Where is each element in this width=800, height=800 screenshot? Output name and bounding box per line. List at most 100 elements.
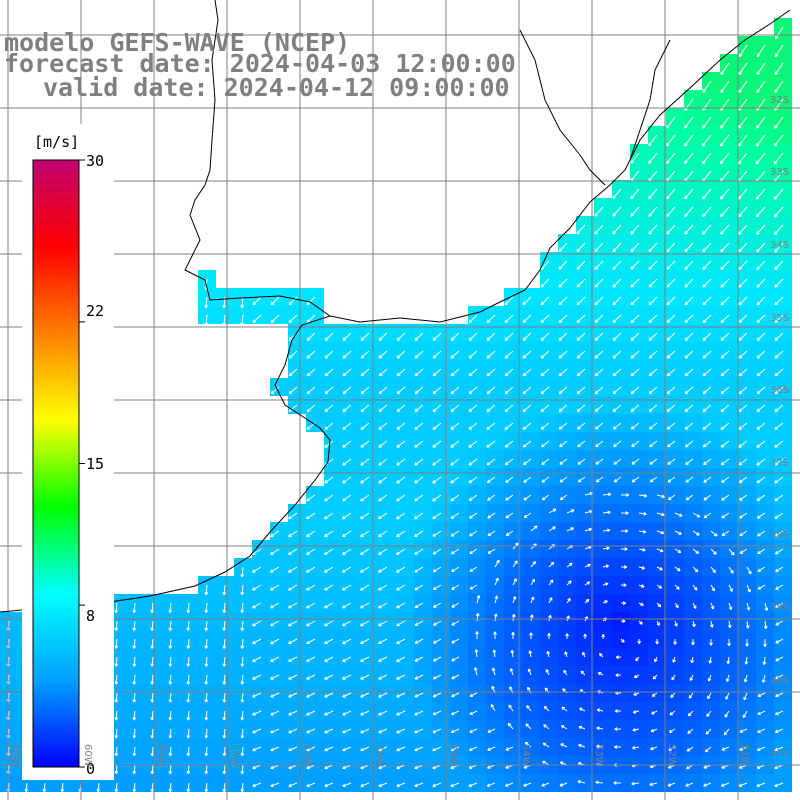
wind-arrow [205, 584, 208, 595]
wind-arrow [414, 584, 424, 591]
wind-arrow [342, 710, 352, 716]
wind-arrow [630, 152, 640, 164]
wind-arrow-head [756, 783, 760, 787]
wind-arrow [757, 512, 766, 519]
wind-arrow [187, 764, 190, 774]
wind-arrow [602, 547, 610, 550]
wind-arrow [576, 368, 586, 377]
wind-arrow [396, 368, 406, 377]
wind-arrow-head [270, 747, 273, 751]
wind-arrow-head [648, 284, 651, 288]
wind-arrow-head [288, 729, 291, 733]
wind-arrow-head [558, 355, 561, 359]
wind-arrow [450, 332, 460, 341]
wind-arrow [270, 692, 280, 698]
wind-arrow-head [450, 533, 454, 537]
wind-arrow [756, 188, 766, 200]
wind-arrow [720, 350, 730, 359]
wind-arrow [746, 602, 750, 611]
wind-arrow [666, 206, 676, 217]
wind-arrow-head [469, 586, 473, 590]
wind-arrow [270, 728, 280, 734]
wind-arrow-head [709, 624, 713, 628]
wind-arrow [433, 638, 442, 644]
wind-arrow [504, 332, 514, 341]
wind-arrow-head [360, 712, 363, 716]
wind-arrow-head [738, 461, 741, 466]
wind-arrow [450, 386, 460, 394]
wind-arrow-head [702, 266, 705, 270]
wind-arrow [396, 350, 406, 359]
wind-arrow [487, 512, 496, 519]
wind-arrow-head [270, 712, 273, 716]
wind-arrow [469, 566, 478, 572]
lon-label: 55W [447, 744, 458, 767]
wind-arrow-head [324, 551, 327, 555]
wind-arrow-head [774, 533, 778, 537]
wind-arrow [360, 584, 370, 591]
wind-arrow [702, 224, 712, 235]
wind-arrow-head [42, 788, 45, 792]
wind-arrow [205, 296, 208, 308]
wind-arrow-head [505, 747, 509, 751]
wind-arrow [487, 746, 496, 751]
wind-arrow-head [594, 266, 597, 270]
wind-arrow-head [755, 196, 758, 200]
lat-label: 37S [770, 458, 790, 469]
wind-arrow-head [504, 301, 507, 305]
wind-arrow [451, 584, 460, 590]
wind-arrow [775, 656, 784, 662]
wind-arrow-head [378, 622, 381, 626]
wind-arrow [223, 656, 226, 667]
wind-arrow [774, 332, 784, 341]
wind-arrow-head [396, 676, 399, 680]
wind-arrow [396, 602, 406, 609]
wind-arrow [414, 476, 424, 484]
wind-arrow-head [288, 694, 291, 698]
wind-arrow [739, 548, 748, 554]
wind-arrow [612, 296, 622, 306]
wind-arrow-head [414, 426, 417, 430]
wind-arrow [774, 404, 784, 412]
wind-arrow-head [324, 622, 327, 626]
wind-arrow [630, 188, 640, 199]
wind-arrow-head [487, 550, 491, 554]
wind-arrow [433, 692, 442, 698]
wind-arrow [576, 404, 586, 412]
wind-arrow [360, 386, 370, 394]
wind-arrow [638, 494, 647, 497]
wind-arrow-head [739, 550, 742, 554]
wind-arrow-head [548, 632, 551, 636]
wind-arrow [342, 440, 352, 448]
wind-arrow [595, 422, 604, 430]
wind-arrow-head [270, 622, 273, 626]
wind-arrow [692, 512, 701, 518]
wind-arrow [685, 494, 694, 501]
wind-arrow-head [622, 620, 626, 623]
wind-arrow-head [324, 694, 327, 698]
wind-arrow [378, 656, 388, 662]
wind-arrow-head [396, 551, 399, 555]
wind-arrow-head [486, 444, 489, 448]
wind-arrow [486, 422, 496, 430]
wind-arrow-head [360, 747, 363, 751]
wind-arrow-head [270, 301, 273, 305]
wind-arrow [720, 368, 730, 377]
wind-arrow-head [622, 602, 626, 605]
wind-arrow [414, 386, 424, 394]
wind-arrow-head [693, 606, 697, 609]
wind-arrow [594, 260, 604, 270]
wind-arrow [133, 764, 136, 774]
wind-arrow-head [342, 729, 345, 733]
wind-arrow [241, 656, 244, 667]
wind-arrow [396, 728, 406, 734]
wind-arrow-head [204, 287, 207, 291]
wind-arrow [559, 422, 568, 430]
wind-arrow-head [378, 587, 381, 591]
wind-arrow-head [504, 461, 508, 465]
wind-arrow-head [288, 390, 291, 394]
wind-arrow [522, 350, 532, 359]
wind-arrow [775, 620, 784, 626]
wind-arrow-head [450, 372, 453, 376]
wind-arrow [631, 440, 640, 448]
